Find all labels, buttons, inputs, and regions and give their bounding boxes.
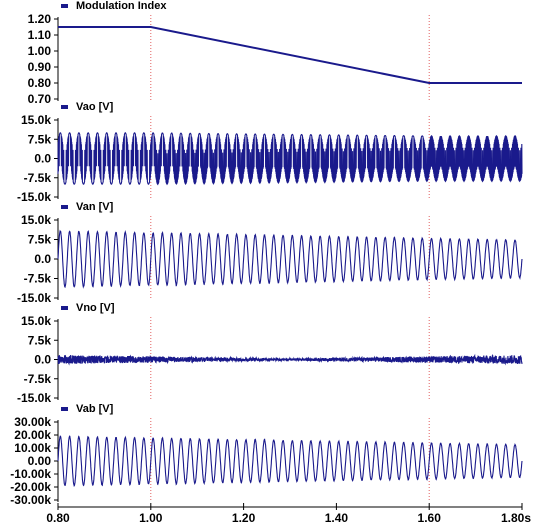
y-tick-label: 7.5k [28,132,52,146]
x-tick-label: 1.80s [501,511,531,525]
series-line-vno [57,353,523,366]
y-tick-label: 20.00k [14,428,51,442]
y-tick-label: 1.10 [28,28,52,42]
y-tick-label: -7.5k [24,171,52,185]
y-tick-label: -7.5k [24,372,52,386]
x-tick-label: 0.80 [46,511,70,525]
y-tick-label: 30.00k [14,415,51,429]
panel-modulation: 1.20 1.10 1.00 0.90 0.80 0.70 Modulation Index [28,0,522,106]
panel-van: 15.0k 7.5k 0.0 -7.5k -15.0k Van [V] [17,201,523,305]
series-line-van [57,229,523,289]
y-tick-label: 1.20 [28,12,52,26]
y-tick-label: -20.00k [10,480,51,494]
y-tick-label: -30.00k [10,493,51,507]
legend-label: Van [V] [76,201,114,213]
y-tick-label: 7.5k [28,233,52,247]
legend-swatch [61,205,68,209]
legend-label: Vao [V] [76,101,114,113]
y-tick-label: 1.00 [28,44,52,58]
y-tick-label: -7.5k [24,272,52,286]
y-tick-label: 15.0k [21,113,51,127]
y-tick-label: 15.0k [21,314,51,328]
y-tick-label: -10.00k [10,467,51,481]
x-axis: 0.80 1.00 1.20 1.40 1.60 1.80s [46,503,531,525]
y-tick-label: 0.0 [34,252,51,266]
series-line-modulation [58,26,522,84]
legend-swatch [61,407,68,411]
legend-label: Modulation Index [76,0,167,12]
x-tick-label: 1.20 [232,511,256,525]
y-tick-label: 0.70 [28,92,52,106]
panel-vno: 15.0k 7.5k 0.0 -7.5k -15.0k Vno [V] [17,302,523,405]
y-tick-label: 7.5k [28,333,52,347]
series-line-vao [57,132,523,186]
y-tick-label: 0.0 [34,353,51,367]
y-tick-label: 0.00 [28,454,52,468]
series-line-vab [57,435,523,488]
y-tick-label: 10.00k [14,441,51,455]
y-tick-label: 0.80 [28,76,52,90]
legend-label: Vab [V] [76,403,114,415]
legend-swatch [61,306,68,310]
legend-swatch [61,4,68,8]
legend-swatch [61,105,68,109]
y-tick-label: -15.0k [17,190,51,204]
y-tick-label: -15.0k [17,391,51,405]
y-tick-label: 0.0 [34,152,51,166]
y-tick-label: 15.0k [21,213,51,227]
panel-vab: 30.00k20.00k10.00k0.00-10.00k-20.00k-30.… [10,403,523,507]
x-tick-label: 1.40 [325,511,349,525]
x-tick-label: 1.00 [139,511,163,525]
y-tick-label: -15.0k [17,291,51,305]
y-tick-label: 0.90 [28,60,52,74]
panel-vao: 15.0k 7.5k 0.0 -7.5k -15.0k Vao [V] [17,101,523,204]
legend-label: Vno [V] [76,302,115,314]
x-tick-label: 1.60 [418,511,442,525]
